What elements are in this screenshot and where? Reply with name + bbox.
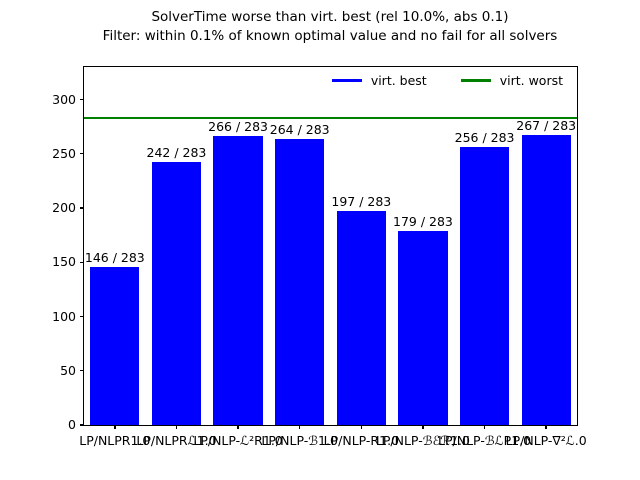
legend-item-virt-worst: virt. worst <box>460 73 563 88</box>
bar <box>151 162 202 425</box>
y-axis-tick-label: 0 <box>68 417 76 432</box>
bar-value-label: 179 / 283 <box>392 213 453 229</box>
y-axis-tick-mark <box>80 207 84 209</box>
x-axis-tick-label: LP/NLP-ℒ²R1.0 <box>193 433 283 448</box>
bar-value-label: 256 / 283 <box>454 130 515 146</box>
y-axis-tick-mark <box>80 153 84 155</box>
y-axis-tick-label: 250 <box>52 145 76 161</box>
legend-label-virt-worst: virt. worst <box>499 73 563 88</box>
bar <box>336 211 386 425</box>
legend-label-virt-best: virt. best <box>370 73 427 88</box>
bar <box>398 230 448 425</box>
plot-area: virt. best virt. worst 0 50 100 150 200 250 30… <box>52 66 587 448</box>
bar-value-label: 267 / 283 <box>516 118 577 134</box>
chart-title-block: SolverTime worse than virt. best (rel 10… <box>45 8 615 46</box>
chart-title: SolverTime worse than virt. best (rel 10… <box>151 9 509 25</box>
x-axis-tick-mark <box>114 425 116 429</box>
y-axis-tick-label: 150 <box>52 254 76 270</box>
x-axis-tick-label: LP/NLPRℒ1.0 <box>136 433 217 448</box>
x-axis-tick-mark <box>298 425 301 429</box>
bar-value-label: 266 / 283 <box>208 119 269 135</box>
y-axis-tick-label: 50 <box>60 362 76 378</box>
virt-worst-line <box>84 116 577 119</box>
x-axis-tick-mark <box>175 425 178 429</box>
bar <box>521 135 571 425</box>
y-axis-tick-label: 200 <box>52 200 76 216</box>
bar-value-label: 146 / 283 <box>84 249 145 265</box>
bar <box>275 138 325 425</box>
y-axis-tick-mark <box>80 424 84 426</box>
x-axis-tick-label: LP/NLP-ℬℰℛ1.0 <box>375 433 470 448</box>
y-axis-tick-mark <box>80 98 84 101</box>
y-axis-tick-label: 100 <box>52 308 76 324</box>
x-axis-tick-label: LP/NLP-R1.0 <box>323 433 399 448</box>
bar <box>459 147 510 425</box>
y-axis-tick-mark <box>80 370 84 372</box>
x-axis-tick-mark <box>237 425 239 429</box>
bar <box>213 136 263 425</box>
x-axis-tick-mark <box>545 425 547 429</box>
x-axis-tick-label: LP/NLP-∇²ℒ.0 <box>505 433 587 448</box>
chart-subtitle: Filter: within 0.1% of known optimal val… <box>102 28 558 44</box>
bar-value-label: 197 / 283 <box>331 194 392 210</box>
y-axis-tick-mark <box>80 315 84 318</box>
y-axis-tick-mark <box>80 261 84 263</box>
chart-legend: virt. best virt. worst <box>331 73 563 88</box>
virt-worst-line-swatch <box>460 79 491 82</box>
x-axis-tick-label: LP/NLP-ℬℒP1.0 <box>438 433 532 448</box>
virt-best-line-swatch <box>331 79 362 82</box>
x-axis-tick-mark <box>422 425 424 429</box>
y-axis-tick-label: 300 <box>52 91 76 107</box>
bar-value-label: 264 / 283 <box>269 121 330 137</box>
legend-item-virt-best: virt. best <box>331 73 427 88</box>
x-axis-tick-label: LP/NLPR1.0 <box>79 433 151 448</box>
x-axis-tick-mark <box>483 425 486 429</box>
x-axis-tick-mark <box>360 425 362 429</box>
bar <box>90 266 140 425</box>
bar-value-label: 242 / 283 <box>146 145 207 161</box>
x-axis-tick-label: LP/NLP-ℬ1.0 <box>261 433 338 448</box>
